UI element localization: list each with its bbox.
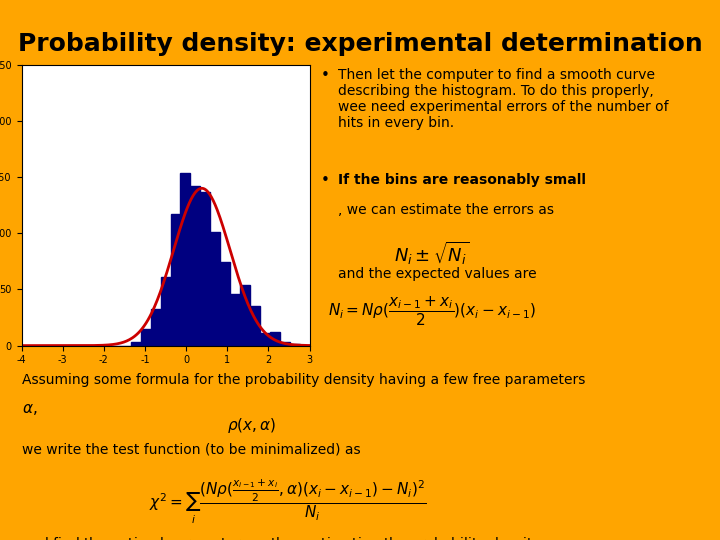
Text: $N_i \pm \sqrt{N_i}$: $N_i \pm \sqrt{N_i}$ xyxy=(394,240,470,267)
Text: •: • xyxy=(320,173,329,188)
Bar xyxy=(131,342,141,346)
Bar xyxy=(210,232,220,346)
Text: If the bins are reasonably small: If the bins are reasonably small xyxy=(338,173,586,187)
Bar xyxy=(260,333,270,346)
Text: •: • xyxy=(320,68,329,83)
Bar xyxy=(250,306,260,346)
Bar xyxy=(161,277,171,346)
Text: , we can estimate the errors as: , we can estimate the errors as xyxy=(338,202,554,217)
Text: $\alpha$,: $\alpha$, xyxy=(22,402,37,417)
Bar xyxy=(200,192,210,346)
Bar xyxy=(270,332,280,346)
Text: and find the optimal parameters $\alpha$, thus estimating the probability densit: and find the optimal parameters $\alpha$… xyxy=(22,535,544,540)
Bar xyxy=(181,173,190,346)
Text: $\rho(x, \alpha)$: $\rho(x, \alpha)$ xyxy=(228,416,276,435)
Text: Probability density: experimental determination: Probability density: experimental determ… xyxy=(17,32,703,56)
Bar xyxy=(230,294,240,346)
Text: $\chi^2 = \sum_i \dfrac{(N\rho(\frac{x_{i-1}+x_i}{2}, \alpha)(x_i - x_{i-1}) - N: $\chi^2 = \sum_i \dfrac{(N\rho(\frac{x_{… xyxy=(149,478,427,526)
Bar xyxy=(190,186,200,346)
Text: $N_i = N\rho(\dfrac{x_{i-1} + x_i}{2})(x_i - x_{i-1})$: $N_i = N\rho(\dfrac{x_{i-1} + x_i}{2})(x… xyxy=(328,294,536,328)
Bar xyxy=(150,308,161,346)
Bar xyxy=(141,329,150,346)
Bar xyxy=(220,262,230,346)
Bar xyxy=(289,345,300,346)
Bar xyxy=(171,214,181,346)
Bar xyxy=(240,285,250,346)
Text: and the expected values are: and the expected values are xyxy=(338,267,537,281)
Bar xyxy=(280,342,289,346)
Text: Then let the computer to find a smooth curve
describing the histogram. To do thi: Then let the computer to find a smooth c… xyxy=(338,68,669,130)
Text: Assuming some formula for the probability density having a few free parameters: Assuming some formula for the probabilit… xyxy=(22,373,585,387)
Text: we write the test function (to be minimalized) as: we write the test function (to be minima… xyxy=(22,443,360,457)
